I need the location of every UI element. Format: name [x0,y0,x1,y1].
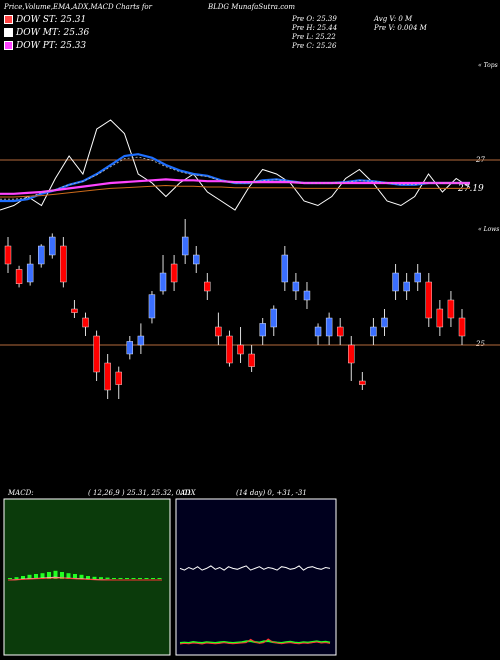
macd-histogram-bar [60,572,64,579]
macd-histogram-bar [47,572,51,579]
ema-mid-line [0,156,470,200]
macd-histogram-bar [34,574,38,579]
macd-histogram-bar [27,574,32,579]
ema-price-line [0,119,471,211]
macd-histogram-bar [73,574,77,579]
candle-body [82,317,89,328]
chart-symbol: BLDG MunafaSutra.com [208,3,295,11]
price-low: Pre L: 25.22 [292,33,336,41]
candle-body [159,272,167,292]
macd-histogram-bar [53,570,58,579]
macd-histogram-bar [118,578,123,579]
macd-histogram-bar [86,576,90,579]
macd-histogram-bar [125,578,129,579]
legend-swatch-pt [4,41,13,50]
price-open: Pre O: 25.39 [292,15,337,23]
macd-histogram-bar [131,578,136,579]
macd-values: ( 12,26,9 ) 25.31, 25.32, 0.01 [88,489,192,497]
adx-line [179,565,331,571]
candle-body [425,281,432,319]
candle-body [259,323,266,337]
candle-body [336,326,344,337]
macd-histogram-bar [157,578,162,579]
level-2719-label: 27.19 [458,184,484,194]
macd-histogram-bar [151,578,155,579]
candle-body [458,317,466,337]
pre-volume: Pre V: 0.004 M [374,24,427,32]
candle-body [447,299,455,319]
macd-label: MACD: [8,489,34,497]
candle-body [193,254,200,265]
candle-body [237,344,244,355]
chart-title: Price,Volume,EMA,ADX,MACD Charts for [4,3,152,11]
ema-short-line [0,153,470,203]
candle-body [204,281,211,292]
legend-dow-pt: DOW PT: 25.33 [4,41,86,51]
macd-histogram-bar [92,576,97,579]
macd-histogram-bar [40,573,45,579]
macd-histogram-bar [21,576,25,579]
candle-body [71,308,78,313]
macd-histogram-bar [66,573,71,579]
candle-body [137,335,145,346]
macd-histogram-bar [138,578,142,579]
adx-minus-di-line [179,638,331,645]
candle-body [49,236,56,256]
candle-body [314,326,322,337]
macd-histogram-bar [8,578,12,579]
ema-slow-line [0,184,470,198]
candle-body [392,272,399,292]
candle-body [370,326,377,337]
candle-body [226,335,233,364]
candle-body [381,317,388,328]
candle-body [26,263,34,283]
macd-histogram-bar [105,577,110,579]
candle-body [4,245,12,265]
candle-body [170,263,178,283]
macd-signal-line [7,577,162,581]
legend-swatch-st [4,15,13,24]
price-close: Pre C: 25.26 [292,42,337,50]
candle-body [359,380,366,385]
candle-body [38,245,45,265]
candle-body [436,308,444,328]
legend-dow-mt: DOW MT: 25.36 [4,28,89,38]
macd-histogram-bar [79,574,84,579]
legend-swatch-mt [4,28,13,37]
candle-body [325,317,333,337]
candle-body [115,371,122,385]
legend-dow-st: DOW ST: 25.31 [4,15,86,25]
candle-body [281,254,289,283]
candle-body [248,353,255,367]
candle-body [215,326,222,337]
adx-values: (14 day) 0, +31, -31 [236,489,307,497]
candle-body [303,290,311,301]
lows-label: « Lows [478,226,500,233]
adx-label: ADX [180,489,196,497]
candle-body [414,272,421,283]
macd-histogram-bar [112,578,116,579]
candle-body [348,344,355,364]
candle-body [148,294,156,319]
tops-label: « Tops [478,62,498,69]
level-25-label: 25 [476,340,485,348]
macd-histogram-bar [144,578,149,579]
ema-long-line [0,178,470,195]
candle-body [104,362,111,391]
macd-histogram-bar [99,577,103,579]
candle-body [126,341,134,355]
candle-body [181,236,189,256]
candle-body [60,245,67,283]
adx-panel [175,498,337,656]
candle-body [403,281,410,292]
candle-body [292,281,300,292]
price-high: Pre H: 25.44 [292,24,338,32]
candle-body [15,269,23,284]
avg-volume: Avg V: 0 M [374,15,413,23]
candle-body [93,335,100,373]
macd-histogram-bar [14,577,19,579]
candle-body [270,308,277,328]
